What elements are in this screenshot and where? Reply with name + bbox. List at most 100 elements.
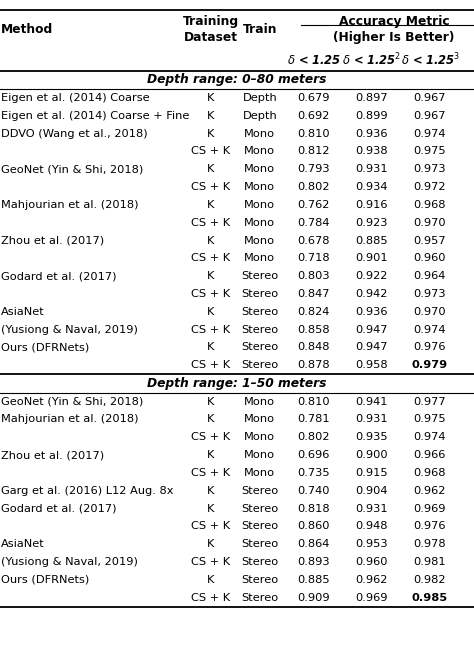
Text: 0.970: 0.970 bbox=[414, 307, 446, 317]
Text: Mono: Mono bbox=[244, 129, 275, 139]
Text: 0.948: 0.948 bbox=[355, 521, 387, 531]
Text: 0.818: 0.818 bbox=[298, 504, 330, 513]
Text: 0.985: 0.985 bbox=[412, 593, 448, 603]
Text: 0.803: 0.803 bbox=[298, 271, 330, 281]
Text: 0.762: 0.762 bbox=[298, 200, 330, 210]
Text: CS + K: CS + K bbox=[191, 557, 230, 567]
Text: K: K bbox=[207, 129, 215, 139]
Text: 0.897: 0.897 bbox=[355, 93, 387, 103]
Text: Zhou et al. (2017): Zhou et al. (2017) bbox=[1, 450, 104, 460]
Text: 0.885: 0.885 bbox=[355, 236, 387, 246]
Text: Depth: Depth bbox=[242, 93, 277, 103]
Text: Mono: Mono bbox=[244, 236, 275, 246]
Text: Depth range: 1–50 meters: Depth range: 1–50 meters bbox=[147, 377, 327, 390]
Text: Ours (DFRNets): Ours (DFRNets) bbox=[1, 575, 89, 585]
Text: 0.973: 0.973 bbox=[414, 164, 446, 174]
Text: CS + K: CS + K bbox=[191, 218, 230, 228]
Text: 0.858: 0.858 bbox=[298, 325, 330, 335]
Text: Stereo: Stereo bbox=[241, 307, 278, 317]
Text: Mono: Mono bbox=[244, 164, 275, 174]
Text: 0.934: 0.934 bbox=[355, 182, 387, 192]
Text: CS + K: CS + K bbox=[191, 360, 230, 370]
Text: Stereo: Stereo bbox=[241, 486, 278, 496]
Text: K: K bbox=[207, 343, 215, 352]
Text: 0.878: 0.878 bbox=[298, 360, 330, 370]
Text: K: K bbox=[207, 450, 215, 460]
Text: Stereo: Stereo bbox=[241, 360, 278, 370]
Text: 0.901: 0.901 bbox=[355, 253, 387, 263]
Text: Zhou et al. (2017): Zhou et al. (2017) bbox=[1, 236, 104, 246]
Text: Mono: Mono bbox=[244, 147, 275, 156]
Text: CS + K: CS + K bbox=[191, 147, 230, 156]
Text: 0.810: 0.810 bbox=[298, 129, 330, 139]
Text: K: K bbox=[207, 414, 215, 424]
Text: 0.885: 0.885 bbox=[298, 575, 330, 585]
Text: Mono: Mono bbox=[244, 397, 275, 407]
Text: 0.941: 0.941 bbox=[355, 397, 387, 407]
Text: Mono: Mono bbox=[244, 182, 275, 192]
Text: AsiaNet: AsiaNet bbox=[1, 539, 45, 549]
Text: 0.740: 0.740 bbox=[298, 486, 330, 496]
Text: 0.931: 0.931 bbox=[355, 414, 387, 424]
Text: 0.915: 0.915 bbox=[355, 468, 387, 478]
Text: Stereo: Stereo bbox=[241, 343, 278, 352]
Text: 0.976: 0.976 bbox=[414, 521, 446, 531]
Text: CS + K: CS + K bbox=[191, 593, 230, 603]
Text: Mahjourian et al. (2018): Mahjourian et al. (2018) bbox=[1, 200, 138, 210]
Text: 0.864: 0.864 bbox=[298, 539, 330, 549]
Text: 0.969: 0.969 bbox=[414, 504, 446, 513]
Text: 0.904: 0.904 bbox=[355, 486, 387, 496]
Text: 0.893: 0.893 bbox=[298, 557, 330, 567]
Text: 0.847: 0.847 bbox=[298, 289, 330, 299]
Text: Eigen et al. (2014) Coarse + Fine: Eigen et al. (2014) Coarse + Fine bbox=[1, 111, 189, 121]
Text: 0.824: 0.824 bbox=[298, 307, 330, 317]
Text: 0.982: 0.982 bbox=[414, 575, 446, 585]
Text: 0.936: 0.936 bbox=[355, 307, 387, 317]
Text: 0.931: 0.931 bbox=[355, 504, 387, 513]
Text: Depth: Depth bbox=[242, 111, 277, 121]
Text: 0.953: 0.953 bbox=[355, 539, 387, 549]
Text: K: K bbox=[207, 236, 215, 246]
Text: K: K bbox=[207, 504, 215, 513]
Text: 0.735: 0.735 bbox=[298, 468, 330, 478]
Text: 0.802: 0.802 bbox=[298, 182, 330, 192]
Text: 0.942: 0.942 bbox=[355, 289, 387, 299]
Text: CS + K: CS + K bbox=[191, 289, 230, 299]
Text: 0.900: 0.900 bbox=[355, 450, 387, 460]
Text: 0.692: 0.692 bbox=[298, 111, 330, 121]
Text: 0.960: 0.960 bbox=[414, 253, 446, 263]
Text: Godard et al. (2017): Godard et al. (2017) bbox=[1, 271, 117, 281]
Text: 0.678: 0.678 bbox=[298, 236, 330, 246]
Text: 0.916: 0.916 bbox=[355, 200, 387, 210]
Text: K: K bbox=[207, 539, 215, 549]
Text: 0.966: 0.966 bbox=[414, 450, 446, 460]
Text: K: K bbox=[207, 111, 215, 121]
Text: 0.935: 0.935 bbox=[355, 432, 387, 442]
Text: 0.960: 0.960 bbox=[355, 557, 387, 567]
Text: 0.962: 0.962 bbox=[355, 575, 387, 585]
Text: 0.962: 0.962 bbox=[414, 486, 446, 496]
Text: $\delta$ < 1.25$^{2}$: $\delta$ < 1.25$^{2}$ bbox=[342, 51, 401, 69]
Text: 0.936: 0.936 bbox=[355, 129, 387, 139]
Text: CS + K: CS + K bbox=[191, 432, 230, 442]
Text: Mahjourian et al. (2018): Mahjourian et al. (2018) bbox=[1, 414, 138, 424]
Text: 0.976: 0.976 bbox=[414, 343, 446, 352]
Text: CS + K: CS + K bbox=[191, 182, 230, 192]
Text: DDVO (Wang et al., 2018): DDVO (Wang et al., 2018) bbox=[1, 129, 147, 139]
Text: $\delta$ < 1.25: $\delta$ < 1.25 bbox=[287, 53, 341, 67]
Text: K: K bbox=[207, 93, 215, 103]
Text: CS + K: CS + K bbox=[191, 521, 230, 531]
Text: Ours (DFRNets): Ours (DFRNets) bbox=[1, 343, 89, 352]
Text: 0.802: 0.802 bbox=[298, 432, 330, 442]
Text: 0.957: 0.957 bbox=[414, 236, 446, 246]
Text: 0.969: 0.969 bbox=[355, 593, 387, 603]
Text: Stereo: Stereo bbox=[241, 289, 278, 299]
Text: K: K bbox=[207, 575, 215, 585]
Text: 0.974: 0.974 bbox=[414, 432, 446, 442]
Text: K: K bbox=[207, 164, 215, 174]
Text: 0.922: 0.922 bbox=[355, 271, 387, 281]
Text: 0.977: 0.977 bbox=[414, 397, 446, 407]
Text: 0.784: 0.784 bbox=[298, 218, 330, 228]
Text: 0.793: 0.793 bbox=[298, 164, 330, 174]
Text: 0.931: 0.931 bbox=[355, 164, 387, 174]
